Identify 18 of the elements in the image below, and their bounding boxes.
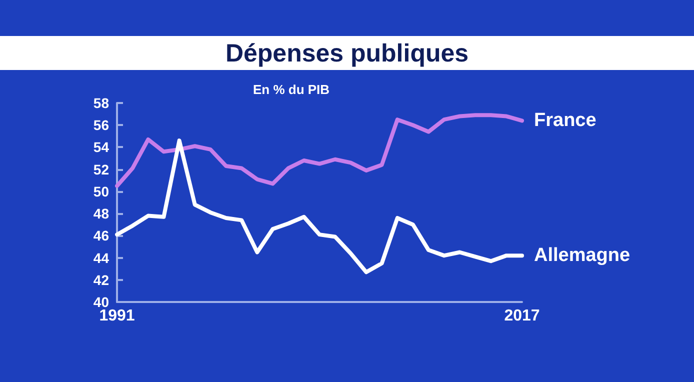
x-tick-label: 1991 [99,308,135,324]
y-tick-label: 40 [93,294,110,310]
y-tick-label: 58 [93,95,110,111]
y-tick-label: 42 [93,272,110,288]
y-tick-label: 48 [93,206,110,222]
chart-title: Dépenses publiques [225,40,469,68]
x-tick-label: 2017 [504,308,540,324]
line-series [115,113,524,188]
y-tick-label: 50 [93,183,110,200]
series-label: Allemagne [534,245,630,266]
y-tick-label: 44 [93,250,110,266]
y-tick-label: 46 [93,228,110,244]
series-label: France [534,110,596,132]
line-series [115,138,524,274]
y-tick-label: 52 [93,161,110,178]
y-tick-label: 54 [93,139,110,156]
y-tick-label: 56 [93,117,110,134]
chart-subtitle: En % du PIB [253,82,330,97]
